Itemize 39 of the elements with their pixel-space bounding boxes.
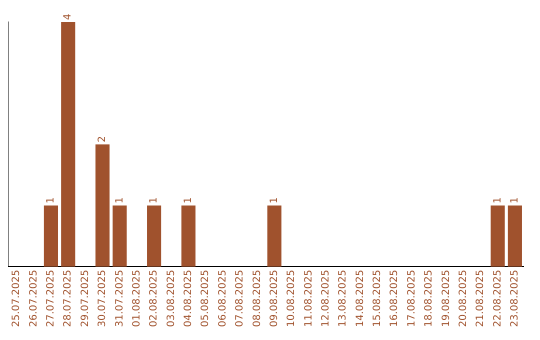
x-tick-label: 19.08.2025 — [440, 270, 452, 328]
x-tick-label: 18.08.2025 — [424, 270, 435, 328]
x-tick-label: 31.07.2025 — [114, 270, 126, 328]
x-tick-label: 30.07.2025 — [97, 270, 108, 328]
data-label: 1 — [510, 197, 521, 204]
x-tick-label: 14.08.2025 — [354, 270, 366, 328]
data-label: 2 — [97, 136, 108, 142]
x-tick-label: 29.07.2025 — [80, 270, 91, 328]
x-tick-label: 01.08.2025 — [131, 270, 142, 328]
x-tick-label: 05.08.2025 — [200, 270, 212, 328]
x-tick-label: 25.07.2025 — [11, 270, 22, 328]
x-tick-label: 26.07.2025 — [28, 270, 40, 328]
x-tick-label: 22.08.2025 — [492, 270, 504, 328]
x-tick-label: 12.08.2025 — [320, 270, 332, 328]
x-tick-label: 16.08.2025 — [389, 270, 400, 328]
data-label: 4 — [62, 14, 74, 20]
x-tick-label: 03.08.2025 — [166, 270, 177, 328]
x-tick-label: 20.08.2025 — [458, 270, 469, 328]
data-label: 1 — [492, 197, 504, 204]
x-tick-label: 07.08.2025 — [234, 270, 246, 328]
x-tick-label: 23.08.2025 — [510, 270, 521, 328]
x-tick-label: 28.07.2025 — [62, 270, 74, 328]
x-tick-label: 09.08.2025 — [268, 270, 280, 328]
x-tick-label: 17.08.2025 — [406, 270, 418, 328]
x-tick-label: 11.08.2025 — [303, 270, 314, 328]
x-tick-label: 15.08.2025 — [372, 270, 384, 328]
data-label: 1 — [148, 197, 160, 204]
x-tick-label: 27.07.2025 — [46, 270, 57, 328]
x-tick-label: 06.08.2025 — [217, 270, 228, 328]
x-tick-label: 21.08.2025 — [475, 270, 486, 328]
x-tick-label: 13.08.2025 — [338, 270, 349, 328]
data-label: 1 — [46, 197, 57, 204]
data-label: 1 — [183, 197, 194, 204]
data-label: 1 — [268, 197, 280, 204]
x-tick-label: 08.08.2025 — [252, 270, 263, 328]
x-tick-label: 04.08.2025 — [183, 270, 194, 328]
x-tick-label: 02.08.2025 — [148, 270, 160, 328]
data-label: 1 — [114, 197, 126, 204]
x-tick-label: 10.08.2025 — [286, 270, 298, 328]
